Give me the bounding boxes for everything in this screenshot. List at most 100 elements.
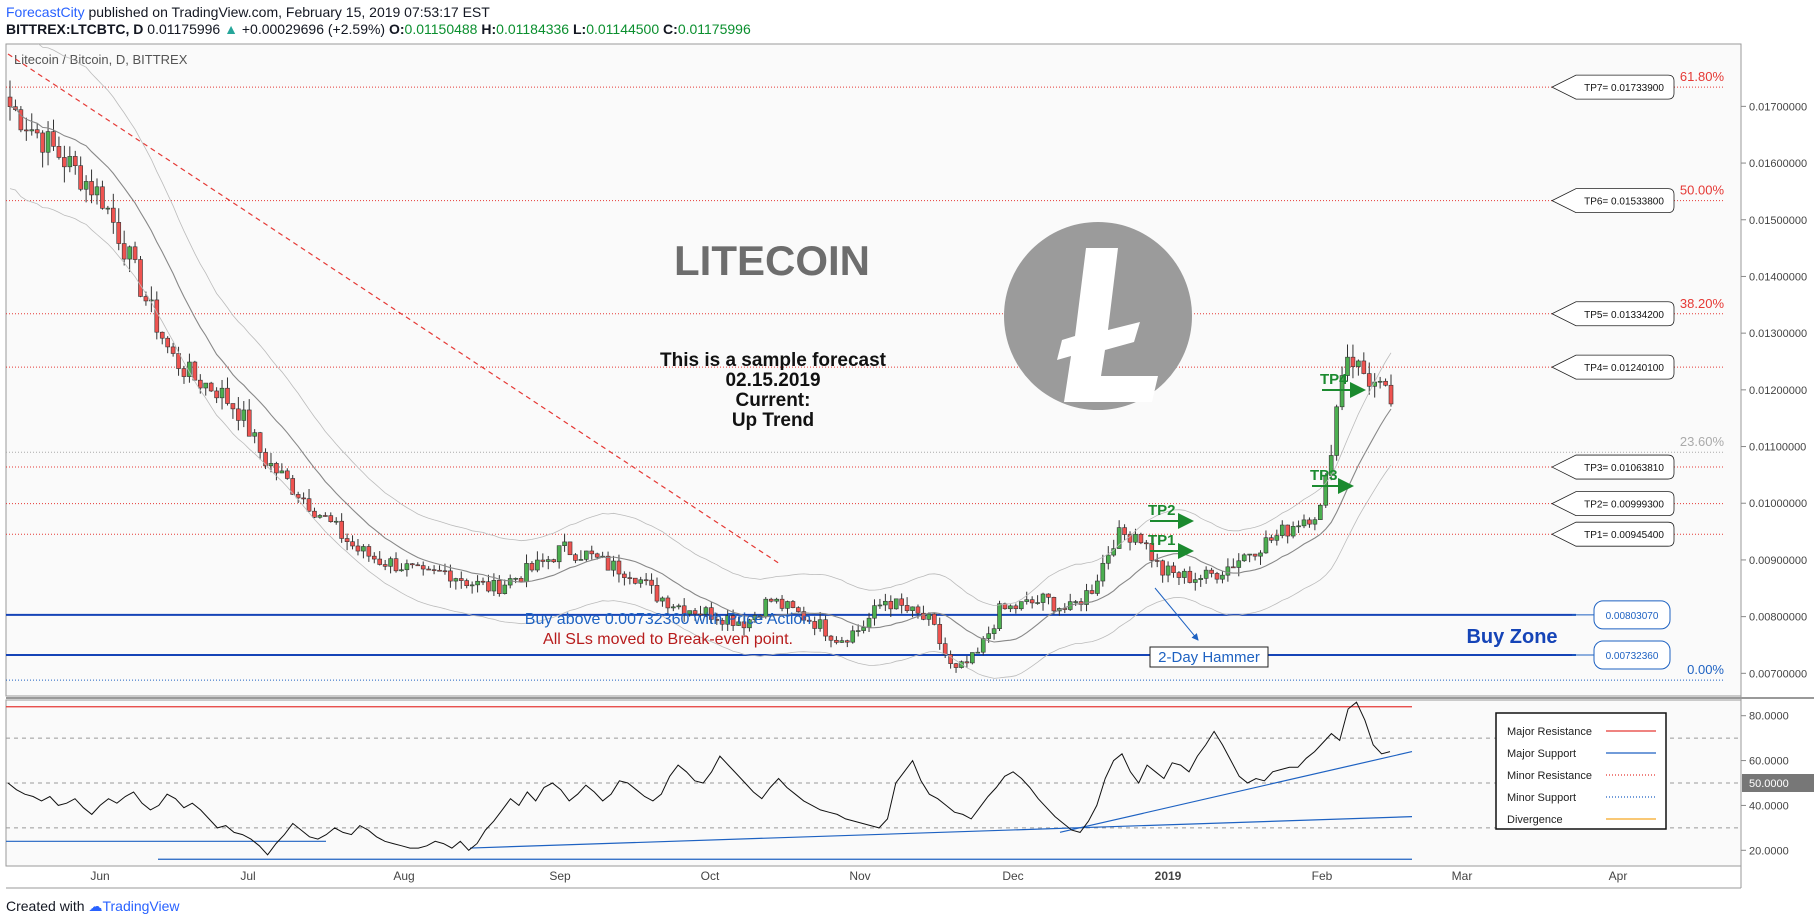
y-tick-label: 0.01500000 — [1749, 215, 1807, 227]
candle-up — [524, 563, 529, 583]
target-labels[interactable]: TP7= 0.01733900 TP6= 0.01533800 TP5= 0.013… — [1551, 74, 1675, 547]
candle-down — [692, 610, 698, 615]
rsi-tick-label: 40.0000 — [1749, 800, 1789, 812]
candle-down — [567, 541, 573, 556]
candle-up — [1018, 601, 1024, 610]
candle-down — [1171, 565, 1176, 573]
candle-down — [1307, 519, 1312, 525]
candle-down — [34, 129, 40, 134]
x-tick-label: Oct — [701, 869, 720, 883]
buy-zone[interactable]: Buy Zone 0.00803070 0.00732360 — [6, 600, 1671, 670]
candle-down — [225, 387, 230, 404]
candle-up — [861, 627, 866, 631]
candle-down — [1046, 593, 1051, 598]
candle-down — [796, 607, 801, 612]
candle-up — [1182, 570, 1187, 578]
candle-down — [806, 619, 812, 622]
candle-down — [355, 545, 361, 552]
publisher-link[interactable]: ForecastCity — [6, 4, 85, 20]
x-tick-label: 2019 — [1155, 869, 1182, 883]
hammer-pointer-icon — [1154, 587, 1199, 641]
candle-down — [714, 619, 720, 621]
symbol-line[interactable]: BITTREX:LTCBTC, D — [6, 21, 144, 37]
candle-down — [904, 605, 910, 612]
y-tick-label: 0.01400000 — [1749, 271, 1807, 283]
candle-down — [480, 580, 486, 583]
candle-down — [78, 165, 83, 190]
candle-down — [888, 600, 894, 610]
candle-up — [1203, 569, 1209, 579]
chart-canvas[interactable]: Litecoin / Bitcoin, D, BITTREX Jun Jul Aug… — [0, 40, 1820, 920]
chart-title: Litecoin / Bitcoin, D, BITTREX — [14, 52, 188, 67]
candle-down — [812, 621, 817, 629]
target-callout — [1551, 521, 1675, 547]
x-tick-label: Sep — [549, 869, 571, 883]
candle-up — [317, 515, 323, 518]
candle-up — [660, 597, 665, 602]
candle-down — [921, 612, 926, 620]
candle-down — [132, 246, 138, 260]
candle-down — [1029, 599, 1035, 604]
candle-up — [1345, 356, 1350, 376]
candle-down — [768, 598, 774, 602]
candle-up — [1100, 562, 1106, 582]
candle-up — [866, 617, 872, 628]
candle-up — [1024, 599, 1030, 602]
candle-down — [681, 605, 687, 615]
open-label: O: — [388, 21, 405, 37]
x-tick-label: Nov — [849, 869, 870, 883]
candle-down — [442, 570, 448, 573]
candle-up — [839, 640, 845, 643]
candle-up — [1296, 525, 1301, 528]
candle-up — [1241, 554, 1247, 562]
candle-down — [486, 581, 491, 592]
candle-down — [844, 640, 850, 643]
buy-zone-price: 0.00732360 — [1606, 651, 1659, 662]
candle-up — [399, 569, 404, 572]
candle-up — [1312, 519, 1318, 525]
candle-up — [1165, 565, 1171, 576]
candle-up — [469, 584, 475, 587]
candle-up — [1339, 375, 1345, 408]
candle-down — [415, 564, 421, 567]
candle-down — [382, 564, 388, 567]
fib-label: 50.00% — [1680, 183, 1725, 198]
candle-down — [40, 132, 45, 153]
candle-down — [622, 573, 627, 578]
candle-down — [246, 409, 252, 437]
candle-down — [1252, 553, 1258, 557]
price-axis[interactable]: 0.01700000 0.01600000 0.01500000 0.01400000… — [1741, 101, 1807, 680]
x-tick-label: Feb — [1312, 869, 1333, 883]
candle-up — [1095, 580, 1100, 594]
candle-down — [230, 403, 236, 410]
candle-down — [306, 498, 312, 512]
candle-down — [464, 580, 470, 587]
candle-up — [1192, 579, 1198, 583]
target-callout-text: TP7= 0.01733900 — [1584, 83, 1664, 94]
tradingview-link[interactable]: TradingView — [102, 898, 180, 914]
candle-down — [290, 478, 296, 495]
candle-down — [323, 515, 328, 517]
candle-down — [942, 643, 948, 655]
high-label: H: — [481, 21, 497, 37]
tp-arrow-label: TP4 — [1320, 371, 1348, 388]
candle-down — [121, 243, 127, 260]
candle-up — [1290, 526, 1296, 537]
rsi-axis: 80.0000 60.0000 40.0000 20.0000 50.0000 — [1741, 711, 1814, 857]
candle-down — [518, 578, 524, 583]
candle-down — [1122, 527, 1127, 535]
candle-down — [377, 558, 383, 565]
candle-up — [817, 619, 823, 629]
target-callout — [1551, 74, 1675, 100]
candle-down — [605, 555, 611, 571]
candle-down — [828, 635, 834, 641]
candle-up — [671, 606, 676, 609]
rsi-indicator — [6, 701, 1741, 860]
hammer-box — [1149, 646, 1269, 668]
candle-up — [388, 558, 393, 567]
candle-down — [1154, 560, 1160, 562]
candle-down — [458, 578, 464, 581]
x-tick-label: Mar — [1452, 869, 1473, 883]
candle-down — [295, 494, 301, 499]
candle-up — [1263, 537, 1269, 554]
